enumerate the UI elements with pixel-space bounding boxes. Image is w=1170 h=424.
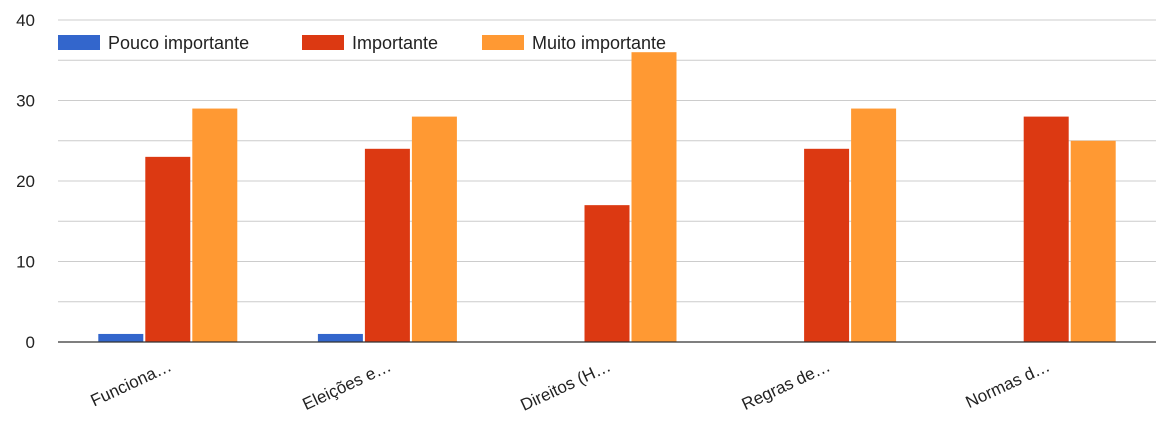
y-tick-label: 0 [26,333,35,352]
bar-importante [1023,116,1069,342]
x-category-label: Regras de… [739,356,834,414]
x-category-label: Direitos (H… [517,356,613,414]
legend: Pouco importante Importante Muito importan… [58,33,666,53]
bar-muito-importante [1070,140,1116,342]
bar-importante [364,148,410,342]
bar-pouco-importante [98,333,144,342]
y-tick-label: 30 [16,92,35,111]
legend-swatch [58,35,100,50]
bar-pouco-importante [317,333,363,342]
y-tick-label: 40 [16,11,35,30]
bar-muito-importante [851,108,897,342]
x-category-label: Normas d… [963,356,1053,412]
x-category-label: Eleições e… [300,356,395,414]
bar-muito-importante [631,52,677,342]
legend-label: Importante [352,33,438,53]
x-category-label: Funciona… [88,356,175,410]
legend-label: Pouco importante [108,33,249,53]
y-axis: 0 10 20 30 40 [16,11,35,352]
legend-label: Muito importante [532,33,666,53]
legend-swatch [302,35,344,50]
legend-swatch [482,35,524,50]
x-axis: Funciona… Eleições e… Direitos (H… Regras d… [58,341,1156,415]
bar-muito-importante [192,108,238,342]
bar-importante [804,148,850,342]
bars [98,52,1116,342]
bar-muito-importante [411,116,457,342]
y-tick-label: 10 [16,253,35,272]
bar-importante [584,205,630,342]
y-tick-label: 20 [16,172,35,191]
bar-importante [145,156,191,342]
